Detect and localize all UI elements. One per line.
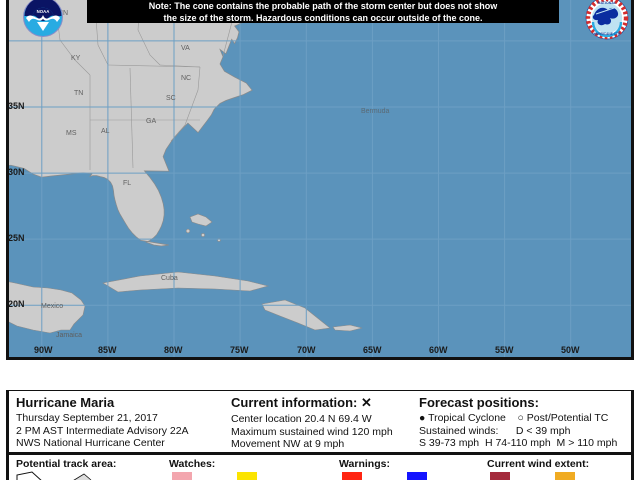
svg-text:NOAA: NOAA <box>37 9 50 14</box>
svg-text:NATIONAL: NATIONAL <box>598 1 617 5</box>
svg-text:HURRICANE CTR: HURRICANE CTR <box>594 32 621 36</box>
